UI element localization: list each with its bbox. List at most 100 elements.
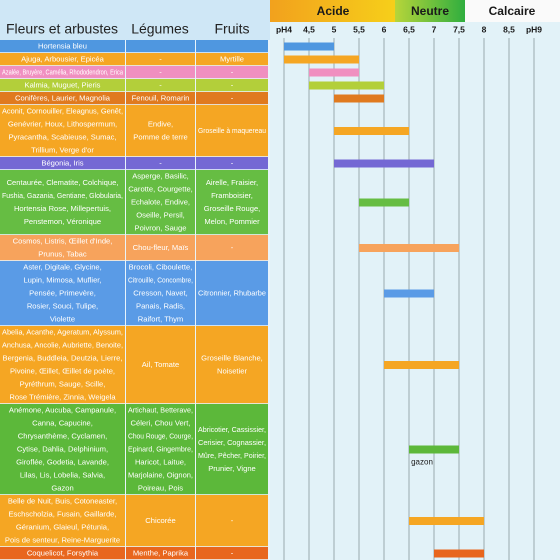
cell-text: Haricot, Laitue,	[135, 458, 186, 467]
cell-text: Conifères, Laurier, Magnolia	[15, 94, 111, 103]
table-cell	[0, 40, 125, 53]
table-cell	[196, 79, 268, 92]
cell-text: Chou Rouge, Courge,	[128, 432, 193, 441]
table-cell	[196, 235, 268, 261]
cell-text: -	[231, 516, 234, 525]
table-cell	[126, 53, 195, 66]
cell-text: Citronnier, Rhubarbe	[198, 289, 266, 298]
cell-text: Lilas, Lis, Lobelia, Salvia,	[20, 471, 105, 480]
cell-text: Poireau, Pois	[138, 484, 183, 493]
zone-label: Neutre	[411, 4, 449, 18]
cell-text: Mûre, Pêcher, Poirier,	[198, 451, 266, 460]
x-tick-label: 5	[332, 24, 337, 34]
cell-text: Prunus, Tabac	[38, 250, 87, 259]
table-cell	[196, 326, 268, 404]
cell-text: Pois de senteur, Reine-Marguerite	[5, 536, 120, 545]
cell-text: Oseille, Persil,	[136, 211, 185, 220]
cell-text: Bégonia, Iris	[41, 159, 83, 168]
table-cell	[196, 404, 268, 495]
cell-text: Canna, Capucine,	[32, 419, 93, 428]
table-cell	[0, 53, 125, 66]
x-tick-label: 7	[432, 24, 437, 34]
table-header	[0, 0, 270, 40]
range-bar	[359, 244, 459, 252]
zone-acid	[270, 0, 395, 22]
range-bar	[384, 361, 459, 369]
table-cell	[196, 66, 268, 79]
cell-text: Ajuga, Arbousier, Epicéa	[21, 55, 105, 64]
cell-text: -	[231, 243, 234, 252]
range-bar	[284, 55, 359, 64]
range-bar	[334, 94, 384, 103]
cell-text: Abelia, Acanthe, Ageratum, Alyssum,	[2, 328, 123, 337]
cell-text: Chrysanthème, Cyclamen,	[18, 432, 107, 441]
table-cell	[126, 92, 195, 105]
cell-text: Citrouille, Concombre,	[128, 276, 193, 285]
cell-text: Marjolaine, Oignon,	[128, 471, 193, 480]
column-header: Fleurs et arbustes	[6, 21, 118, 37]
cell-text: Poivron, Sauge	[135, 224, 187, 233]
cell-text: -	[231, 159, 234, 168]
cell-text: Chicorée	[145, 516, 175, 525]
table-cell	[0, 495, 125, 547]
table-cell	[0, 66, 125, 79]
table-cell	[126, 404, 195, 495]
cell-text: Menthe, Paprika	[133, 549, 189, 558]
table-cell	[0, 547, 125, 560]
cell-text: Pyracantha, Scabieuse, Sumac,	[8, 133, 116, 142]
cell-text: Cerisier, Cognassier,	[198, 438, 266, 447]
table-cell	[196, 40, 268, 53]
column-header: Fruits	[215, 21, 250, 37]
cell-text: -	[231, 81, 234, 90]
cell-text: Violette	[50, 315, 75, 324]
range-bar	[434, 549, 484, 558]
cell-text: -	[231, 68, 234, 77]
cell-text: Artichaut, Betterave,	[128, 406, 193, 415]
cell-text: Pomme de terre	[133, 133, 187, 142]
cell-text: Framboisier,	[211, 191, 253, 200]
table-cell	[126, 170, 195, 235]
table-cell	[126, 157, 195, 170]
cell-text: Hortensia bleu	[38, 42, 87, 51]
cell-text: Endive,	[148, 120, 173, 129]
cell-text: Hortensia Rose, Millepertuis,	[14, 204, 111, 213]
cell-text: Centaurée, Clematite, Colchique,	[7, 178, 119, 187]
cell-text: Cresson, Navet,	[133, 289, 187, 298]
table-cell	[126, 40, 195, 53]
table-cell	[0, 326, 125, 404]
table-cell	[126, 105, 195, 157]
cell-text: Groseille à maquereau	[198, 126, 266, 135]
cell-text: Fushia, Gazania, Gentiane, Globularia,	[2, 191, 123, 200]
cell-text: Azalée, Bruyère, Camélia, Rhododendron, …	[2, 68, 124, 77]
cell-text: Anchusa, Ancolie, Aubriette, Benoite,	[2, 341, 123, 350]
table-cell	[126, 235, 195, 261]
column-header: Légumes	[131, 21, 189, 37]
cell-text: Rosier, Souci, Tulipe,	[27, 302, 98, 311]
cell-text: -	[159, 68, 162, 77]
cell-text: Noisetier	[217, 367, 247, 376]
range-bar	[409, 517, 484, 525]
table-cell	[0, 235, 125, 261]
cell-text: Cosmos, Listris, Œillet d'Inde,	[13, 237, 113, 246]
cell-text: Ail, Tomate	[142, 360, 179, 369]
range-bar	[309, 81, 384, 90]
range-bar	[334, 127, 409, 135]
cell-text: Bergenia, Buddleia, Deutzia, Lierre,	[3, 354, 123, 363]
cell-text: Pensée, Primevère,	[29, 289, 96, 298]
x-tick-label: 5,5	[353, 24, 365, 34]
table-cell	[196, 261, 268, 326]
cell-text: -	[231, 549, 234, 558]
table-cell	[196, 170, 268, 235]
cell-text: -	[159, 55, 162, 64]
annotation: gazon	[411, 458, 433, 467]
x-tick-label: pH4	[276, 24, 292, 34]
cell-text: Myrtille	[220, 55, 244, 64]
zone-neutral	[395, 0, 465, 22]
x-tick-label: 7,5	[453, 24, 465, 34]
cell-text: Lupin, Mimosa, Muflier,	[23, 276, 101, 285]
table-cell	[0, 79, 125, 92]
cell-text: Penstemon, Véronique	[24, 217, 101, 226]
table-cell	[0, 261, 125, 326]
cell-text: Airelle, Fraisier,	[206, 178, 258, 187]
